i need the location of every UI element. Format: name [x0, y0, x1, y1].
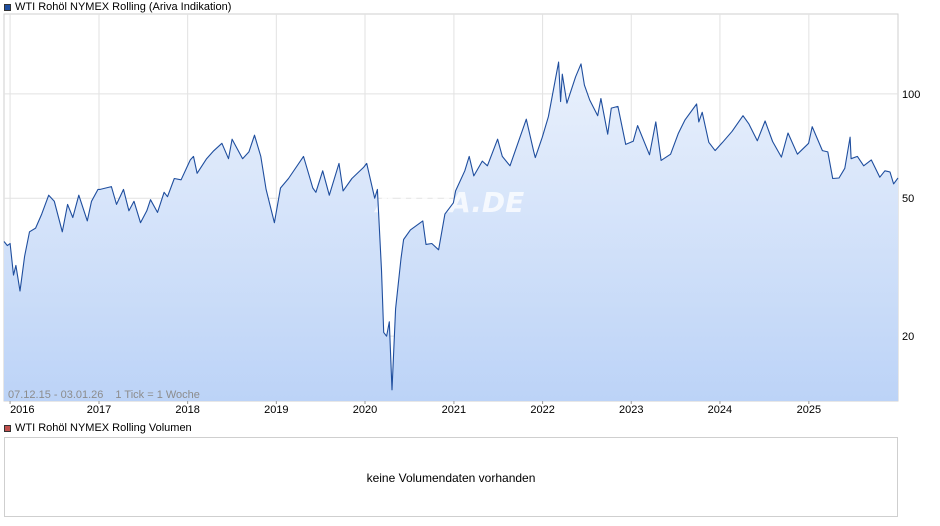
x-tick-label: 2021	[442, 404, 466, 416]
price-area	[4, 62, 898, 401]
y-tick-label: 20	[902, 331, 914, 343]
x-axis: 2016 2017 2018 2019 2020 2021 2022 2023 2024 2025	[9, 401, 821, 416]
x-tick-label: 2016	[10, 404, 34, 416]
x-tick-label: 2024	[708, 404, 732, 416]
main-legend-label: WTI Rohöl NYMEX Rolling (Ariva Indikatio…	[15, 1, 232, 13]
main-legend: WTI Rohöl NYMEX Rolling (Ariva Indikatio…	[4, 0, 231, 14]
volume-legend: WTI Rohöl NYMEX Rolling Volumen	[4, 421, 192, 435]
main-legend-swatch	[4, 3, 11, 11]
volume-panel: keine Volumendaten vorhanden	[4, 437, 898, 517]
volume-legend-label: WTI Rohöl NYMEX Rolling Volumen	[15, 422, 192, 434]
date-range-info: 07.12.15 - 03.01.26 1 Tick = 1 Woche	[8, 389, 200, 401]
x-tick-label: 2017	[87, 404, 111, 416]
date-range: 07.12.15 - 03.01.26	[8, 389, 103, 401]
watermark: ARIVA.DE	[374, 186, 525, 219]
no-volume-message: keine Volumendaten vorhanden	[366, 471, 536, 485]
volume-legend-swatch	[4, 424, 11, 432]
x-tick-label: 2022	[530, 404, 554, 416]
x-tick-label: 2018	[175, 404, 199, 416]
price-chart[interactable]: ARIVA.DE 100 50 20 2016 2017 2018 2019 2020 202…	[0, 0, 940, 420]
x-tick-label: 2019	[264, 404, 288, 416]
y-tick-label: 100	[902, 89, 920, 101]
y-axis: 100 50 20	[902, 89, 920, 343]
y-tick-label: 50	[902, 193, 914, 205]
x-tick-label: 2025	[797, 404, 821, 416]
price-line	[3, 61, 899, 391]
tick-interval: 1 Tick = 1 Woche	[115, 389, 199, 401]
x-tick-label: 2023	[619, 404, 643, 416]
x-tick-label: 2020	[353, 404, 377, 416]
